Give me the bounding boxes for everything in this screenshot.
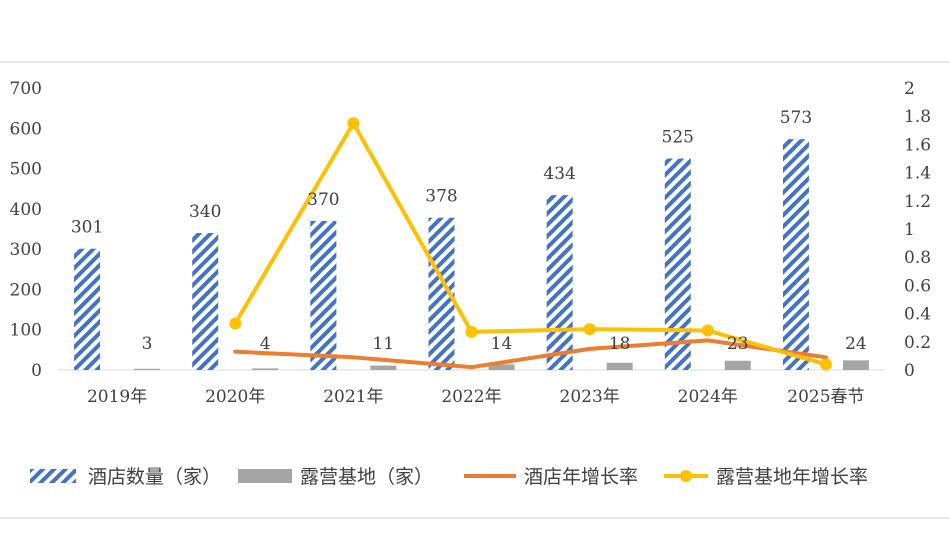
bar-camp — [252, 368, 279, 370]
bar-hotel — [74, 248, 101, 370]
y-right-tick-label: 0 — [904, 361, 915, 381]
data-label-hotel: 301 — [71, 218, 103, 238]
x-tick-label: 2023年 — [560, 387, 620, 407]
x-tick-label: 2021年 — [323, 387, 383, 407]
bar-hotel — [546, 195, 573, 370]
y-left-tick-label: 500 — [10, 160, 42, 180]
legend-label: 露营基地年增长率 — [716, 466, 868, 488]
y-left-tick-label: 700 — [10, 79, 42, 99]
y-left-tick-label: 300 — [10, 240, 42, 260]
data-label-camp: 14 — [491, 334, 513, 354]
x-tick-label: 2019年 — [87, 387, 147, 407]
bar-camp — [606, 362, 633, 370]
line-camp-growth — [233, 121, 828, 367]
marker-camp-growth — [229, 317, 242, 330]
y-left-tick-label: 200 — [10, 280, 42, 300]
data-label-hotel: 434 — [543, 164, 575, 184]
bar-camp — [134, 368, 161, 370]
data-label-camp: 4 — [260, 334, 271, 354]
y-right-tick-label: 1.6 — [904, 135, 931, 155]
bar-camp — [488, 364, 515, 370]
bar-camp — [370, 365, 397, 370]
data-label-hotel: 370 — [307, 190, 339, 210]
y-right-tick-label: 0.2 — [904, 333, 931, 353]
data-label-camp: 23 — [727, 334, 749, 354]
y-right-tick-label: 0.4 — [904, 305, 931, 325]
y-right-tick-label: 1 — [904, 220, 915, 240]
y-left-tick-label: 0 — [31, 361, 42, 381]
legend-label: 酒店年增长率 — [524, 466, 638, 488]
y-left-tick-label: 400 — [10, 200, 42, 220]
bar-camp — [724, 360, 751, 370]
x-tick-label: 2025春节 — [787, 387, 864, 407]
bar-camp — [842, 360, 869, 370]
x-tick-label: 2020年 — [205, 387, 265, 407]
data-label-hotel: 573 — [780, 108, 812, 128]
legend-swatch-hotel — [30, 469, 76, 483]
data-label-camp: 3 — [142, 334, 153, 354]
data-label-camp: 24 — [845, 334, 867, 354]
bar-hotel — [664, 158, 691, 370]
marker-camp-growth — [819, 358, 832, 371]
y-right-tick-label: 0.8 — [904, 248, 931, 268]
bar-hotel — [192, 233, 219, 370]
marker-camp-growth — [583, 323, 596, 336]
y-right-tick-label: 1.4 — [904, 164, 931, 184]
data-label-hotel: 525 — [662, 128, 694, 148]
legend-label: 酒店数量（家） — [88, 466, 221, 488]
x-tick-label: 2024年 — [678, 387, 738, 407]
data-label-camp: 11 — [373, 334, 395, 354]
legend-label: 露营基地（家） — [300, 466, 433, 488]
legend-swatch-camp — [238, 469, 292, 483]
x-tick-label: 2022年 — [441, 387, 501, 407]
marker-camp-growth — [701, 324, 714, 337]
y-left-tick-label: 100 — [10, 321, 42, 341]
legend: 酒店数量（家） 露营基地（家） 酒店年增长率 露营基地年增长率 — [30, 466, 868, 488]
data-label-camp: 18 — [609, 334, 631, 354]
bar-hotel — [310, 220, 337, 370]
data-label-hotel: 340 — [189, 202, 221, 222]
y-left-tick-label: 600 — [10, 119, 42, 139]
y-right-tick-label: 0.6 — [904, 276, 931, 296]
bar-hotel — [782, 139, 809, 370]
y-right-tick-label: 1.2 — [904, 192, 931, 212]
y-right-tick-label: 2 — [904, 79, 915, 99]
marker-camp-growth — [465, 325, 478, 338]
data-label-hotel: 378 — [425, 187, 457, 207]
legend-marker-camp-growth — [680, 470, 692, 482]
y-right-tick-label: 1.8 — [904, 107, 931, 127]
marker-camp-growth — [347, 117, 360, 130]
line-hotel-growth — [233, 338, 828, 370]
